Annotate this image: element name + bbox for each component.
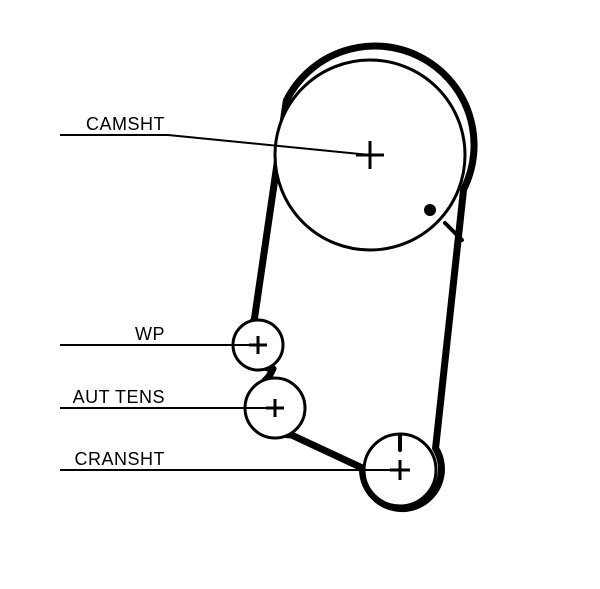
camshaft-timing-dot xyxy=(424,204,436,216)
belt-diagram: CAMSHT WP AUT TENS CRANSHT xyxy=(0,0,600,589)
diagram-svg xyxy=(0,0,600,589)
label-camshaft: CAMSHT xyxy=(86,114,165,135)
label-aut-tens: AUT TENS xyxy=(73,387,165,408)
label-crankshaft: CRANSHT xyxy=(74,449,165,470)
label-wp: WP xyxy=(135,324,165,345)
